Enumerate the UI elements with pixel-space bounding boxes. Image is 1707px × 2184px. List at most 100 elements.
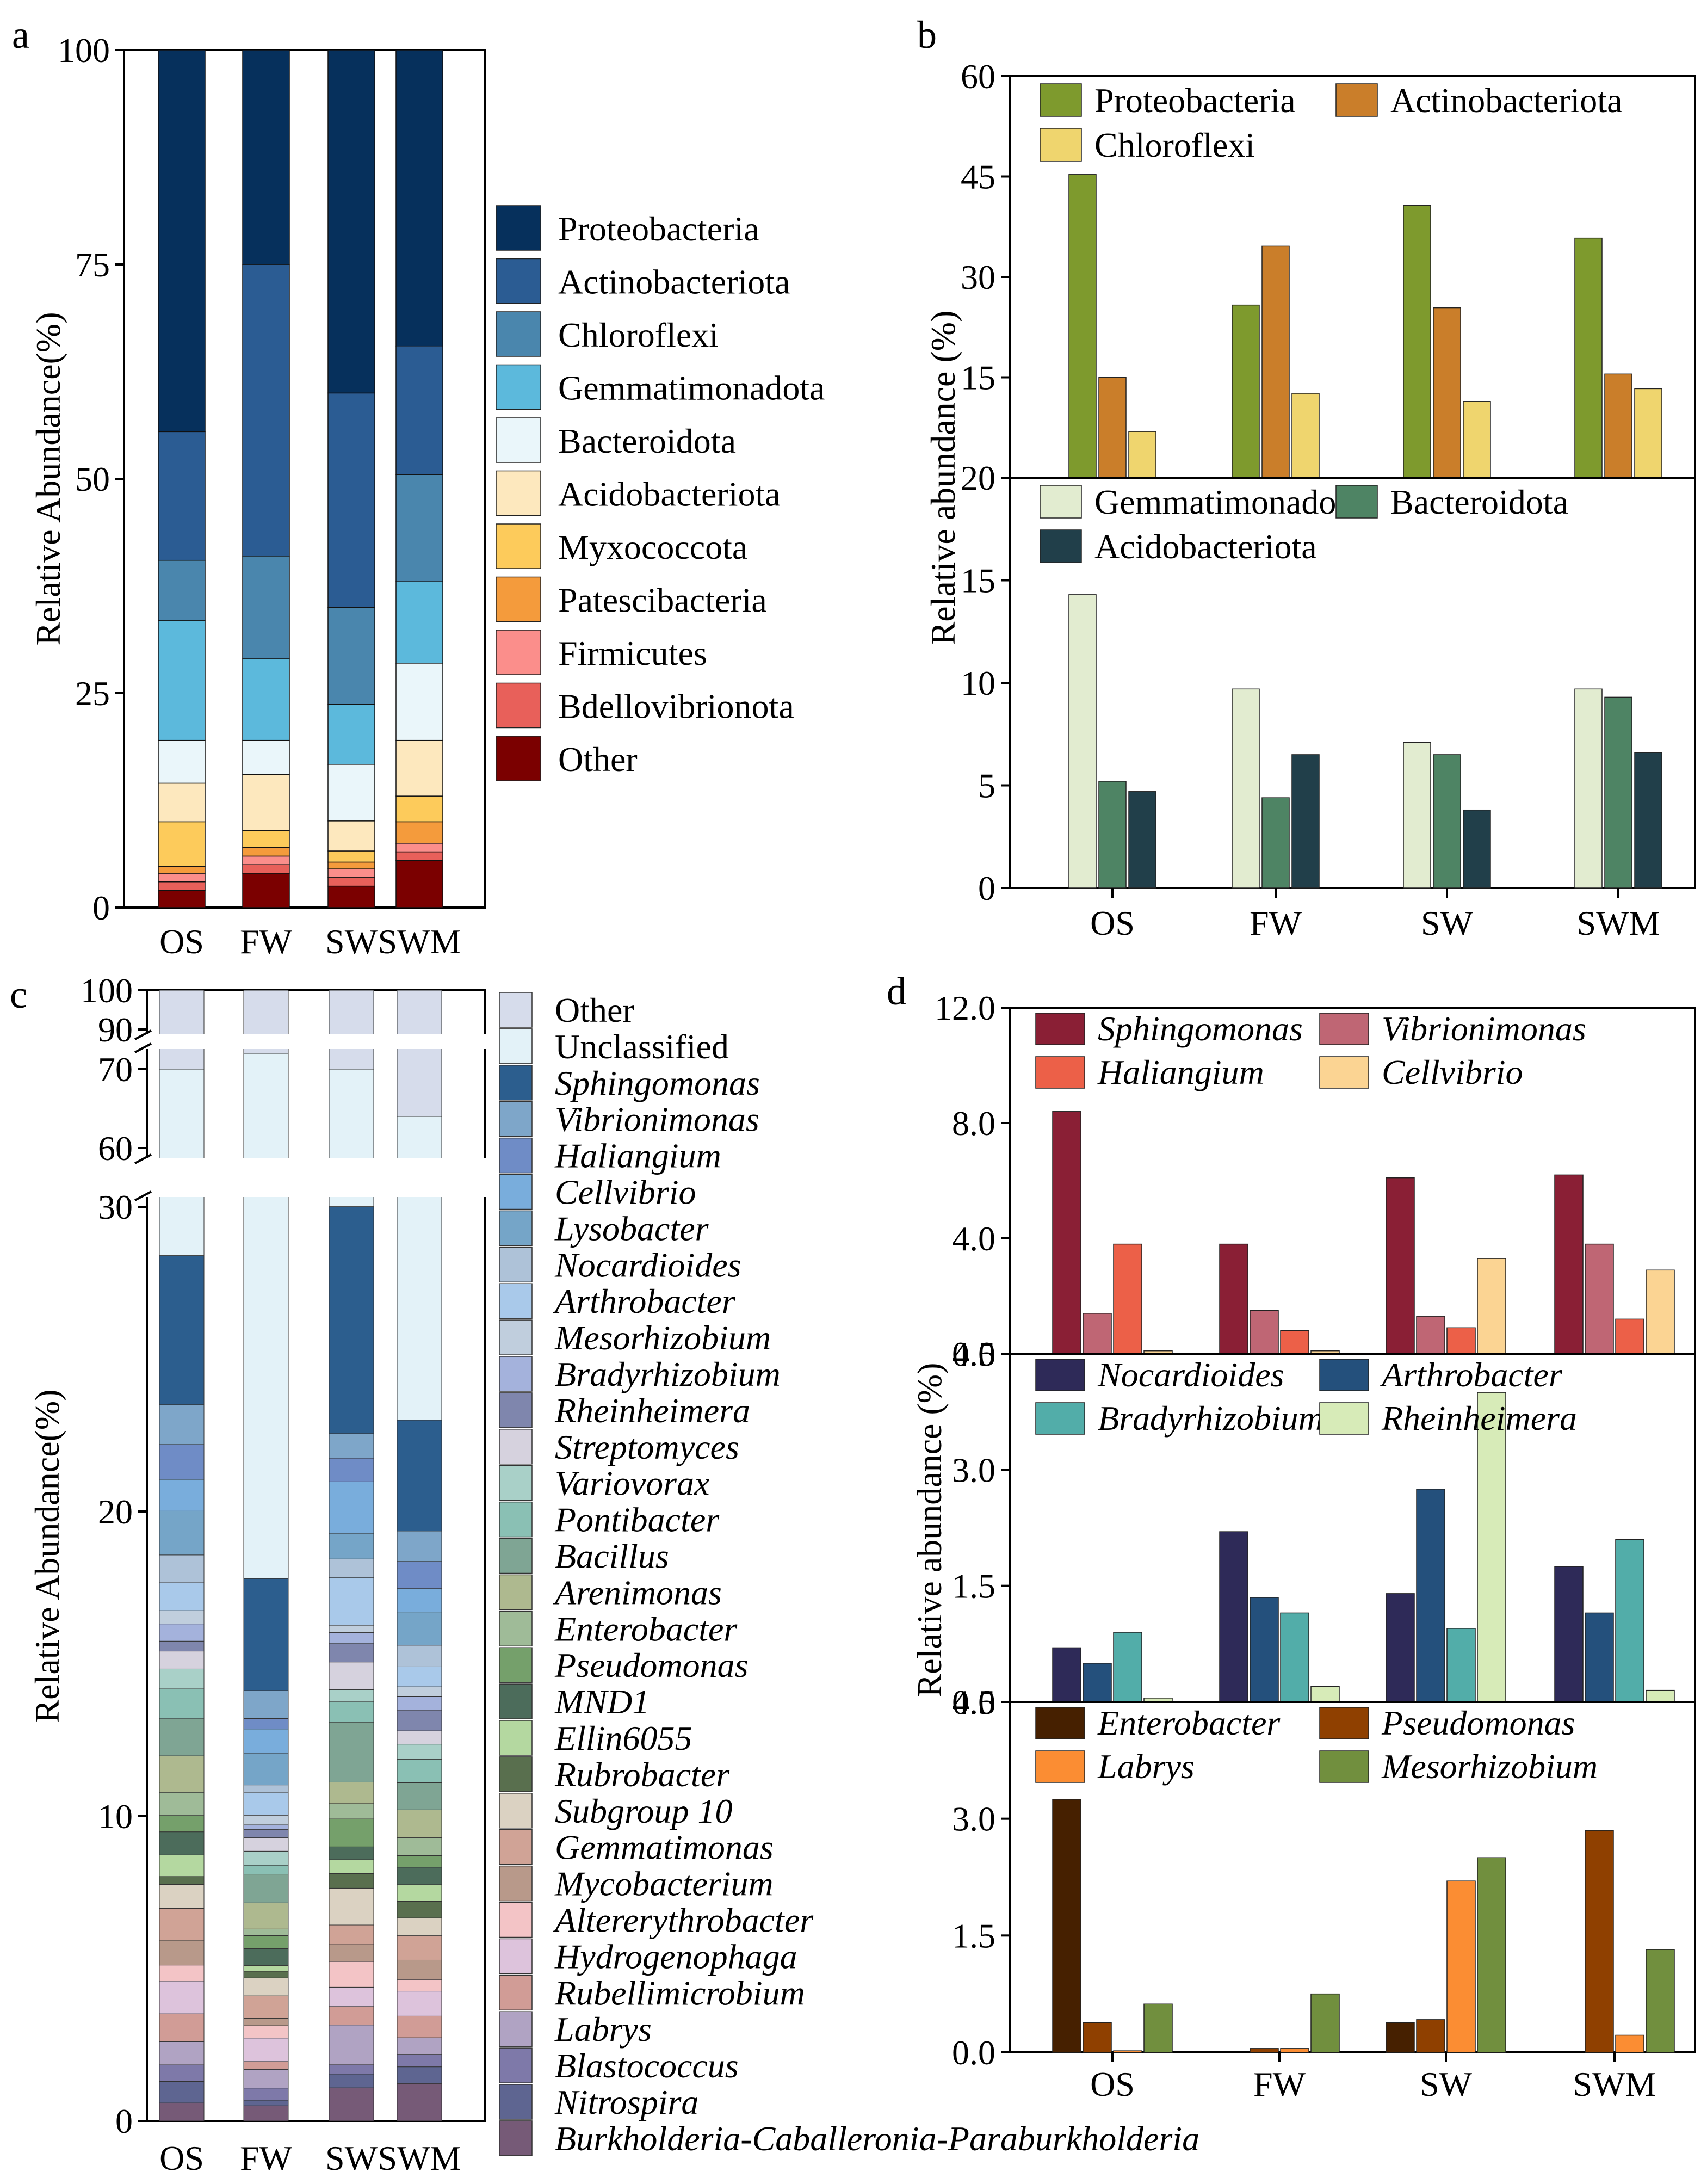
legend-label-nocardioides: Nocardioides [1097,1355,1284,1394]
bar-segment-sw-sphingomonas [329,1206,374,1434]
bar-segment-os-gemmatimonadota [158,620,206,741]
y-tick-label: 1.5 [952,1567,995,1606]
legend-label-pseudomonas: Pseudomonas [554,1646,749,1685]
x-tick-label: SWM [1577,904,1660,942]
x-tick-label: OS [1090,904,1135,942]
bar-segment-sw-bradyrhizobium [329,1632,374,1644]
bar-sphingomonas-swm [1554,1174,1584,1354]
legend-label-gemmatimonadota: Gemmatimonadota [558,369,825,408]
bar-segment-swm-mesorhizobium [397,1686,442,1697]
legend-label-chloroflexi: Chloroflexi [1094,126,1255,164]
legend-label-chloroflexi: Chloroflexi [558,316,719,354]
legend-swatch-mesorhizobium [1319,1750,1369,1783]
bar-segment-swm-streptomyces [397,1730,442,1745]
bar-sphingomonas-os [1052,1111,1081,1354]
bar-proteobacteria-fw [1232,304,1260,478]
bar-segment-swm-blastococcus [397,2054,442,2068]
y-tick-label: 4.0 [952,1219,995,1258]
y-tick-label: 30 [961,258,995,297]
bar-rheinheimera-swm [1646,1689,1675,1702]
bar-arthrobacter-os [1083,1663,1112,1702]
legend-swatch-subgroup-10 [499,1793,533,1829]
legend-label-other: Other [558,740,638,779]
y-tick-label: 1.5 [952,1916,995,1955]
bar-mesorhizobium-os [1143,2003,1173,2053]
bar-segment-swm-labrys [397,2037,442,2055]
legend-swatch-chloroflexi [496,311,541,357]
legend-swatch-arthrobacter [1319,1359,1369,1391]
legend-label-proteobacteria: Proteobacteria [1094,81,1296,120]
bar-segment-swm-mnd1 [397,1867,442,1885]
bar-bradyrhizobium-fw [1280,1612,1309,1702]
legend-label-actinobacteriota: Actinobacteriota [558,263,790,301]
bar-actinobacteriota-fw [1261,245,1290,478]
bar-segment-os-streptomyces [159,1651,205,1669]
bar-segment-fw-cellvibrio [243,1729,289,1754]
bar-segment-swm-pontibacter [397,1759,442,1783]
legend-label-haliangium: Haliangium [554,1137,721,1175]
bar-segment-sw-arthrobacter [329,1577,374,1626]
bar-bradyrhizobium-sw [1446,1628,1476,1702]
bar-labrys-fw [1280,2048,1309,2053]
legend-label-myxococcota: Myxococcota [558,528,747,566]
y-tick-label: 15 [961,359,995,397]
legend-label-other: Other [555,991,634,1029]
bar-segment-fw-unclassified [243,1053,289,1579]
bar-segment-sw-rubellimicrobium [329,2006,374,2026]
bar-vibrionimonas-fw [1250,1310,1279,1354]
bar-segment-os-bradyrhizobium [159,1624,205,1642]
legend-label-bdellovibrionota: Bdellovibrionota [558,687,794,726]
bar-segment-fw-chloroflexi [242,556,290,659]
bar-segment-sw-cellvibrio [329,1481,374,1534]
bar-segment-fw-subgroup-10 [243,1977,289,1996]
bar-segment-os-ellin6055 [159,1854,205,1877]
legend-label-cellvibrio: Cellvibrio [555,1173,696,1212]
bar-actinobacteriota-sw [1433,307,1461,478]
legend-swatch-mnd1 [499,1683,533,1719]
bar-labrys-sw [1446,1880,1476,2053]
y-axis-label: Relative Abundance(%) [29,312,67,645]
bar-segment-swm-arenimonas [397,1809,442,1838]
legend-swatch-actinobacteriota [496,258,541,304]
legend-label-pseudomonas: Pseudomonas [1381,1704,1575,1742]
legend-label-arthrobacter: Arthrobacter [553,1282,736,1321]
bar-segment-os-arenimonas [159,1755,205,1793]
bar-bacteroidota-swm [1604,696,1632,889]
legend-label-subgroup-10: Subgroup 10 [555,1792,733,1830]
legend-swatch-streptomyces [499,1429,533,1465]
bar-segment-sw-burkholderia-caballeronia-paraburkholderia [329,2087,374,2121]
bar-haliangium-sw [1446,1327,1476,1354]
bar-segment-sw-subgroup-10 [329,1887,374,1926]
bar-segment-swm-rheinheimera [397,1710,442,1731]
axis-break-mark [134,1042,152,1053]
bar-segment-fw-other [242,873,290,908]
legend-swatch-bradyrhizobium [499,1356,533,1392]
legend-swatch-variovorax [499,1465,533,1501]
bar-segment-os-nitrospira [159,2081,205,2103]
bar-segment-os-arthrobacter [159,1582,205,1611]
legend-swatch-pseudomonas [1319,1707,1369,1739]
bar-segment-sw-nitrospira [329,2074,374,2088]
bar-segment-sw-mesorhizobium [329,1625,374,1633]
x-tick-label: OS [1090,2065,1135,2103]
bar-bacteroidota-os [1098,781,1127,889]
legend-label-streptomyces: Streptomyces [555,1428,739,1466]
bar-segment-sw-acidobacteriota [327,820,375,852]
y-tick-label: 0.0 [952,1683,995,1722]
bar-segment-fw-bacteroidota [242,739,290,775]
bar-segment-sw-mnd1 [329,1846,374,1860]
bar-segment-swm-bacteroidota [395,663,443,741]
bar-segment-os-acidobacteriota [158,782,206,823]
y-tick-label: 100 [58,31,110,70]
bar-acidobacteriota-sw [1463,809,1491,889]
bar-segment-sw-mycobacterium [329,1944,374,1962]
legend-swatch-actinobacteriota [1335,83,1378,117]
legend-label-actinobacteriota: Actinobacteriota [1390,81,1622,120]
legend-swatch-bacteroidota [496,417,541,463]
bar-rheinheimera-fw [1310,1686,1340,1702]
bar-segment-os-enterobacter [159,1792,205,1816]
x-tick-label: OS [159,2139,204,2177]
legend-swatch-patescibacteria [496,576,541,622]
bar-segment-os-mnd1 [159,1831,205,1855]
bar-segment-fw-enterobacter [243,1928,289,1936]
